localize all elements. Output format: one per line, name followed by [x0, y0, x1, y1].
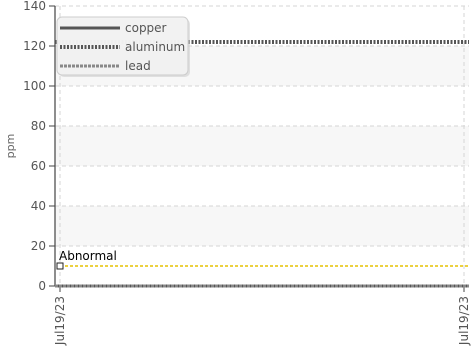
legend-box [56, 16, 189, 76]
series-lines [55, 40, 469, 288]
x-axis-ticks: Jul19/23 Jul19/23 [53, 286, 471, 346]
y-tick-label: 20 [31, 239, 46, 253]
x-tick-label: Jul19/23 [457, 296, 471, 346]
legend-label: lead [125, 59, 151, 73]
threshold-label: Abnormal [59, 249, 117, 263]
y-tick-label: 100 [23, 79, 46, 93]
y-tick-label: 0 [38, 279, 46, 293]
y-axis-label: ppm [4, 134, 17, 159]
x-tick-label: Jul19/23 [53, 296, 67, 346]
y-tick-label: 60 [31, 159, 46, 173]
y-tick-label: 120 [23, 39, 46, 53]
legend-label: copper [125, 21, 167, 35]
plot-band [55, 126, 469, 166]
legend: copper aluminum lead [56, 16, 190, 77]
abnormal-threshold: Abnormal [56, 249, 469, 270]
grid-lines [55, 5, 469, 286]
plot-band [55, 206, 469, 246]
y-tick-label: 80 [31, 119, 46, 133]
y-tick-label: 40 [31, 199, 46, 213]
y-axis-ticks: 0 20 40 60 80 100 120 140 [23, 0, 55, 293]
y-tick-label: 140 [23, 0, 46, 13]
threshold-marker [56, 262, 64, 270]
legend-label: aluminum [125, 40, 185, 54]
